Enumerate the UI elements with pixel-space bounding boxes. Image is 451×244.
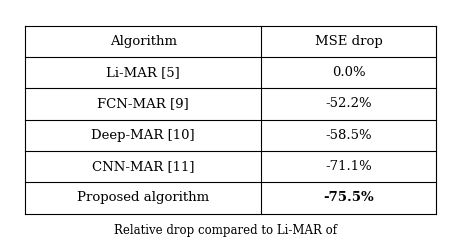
Text: Deep-MAR [10]: Deep-MAR [10]	[91, 129, 194, 142]
Text: -71.1%: -71.1%	[325, 160, 371, 173]
Text: -52.2%: -52.2%	[325, 97, 371, 110]
Text: 0.0%: 0.0%	[331, 66, 365, 79]
Text: Li-MAR [5]: Li-MAR [5]	[106, 66, 179, 79]
Text: Relative drop compared to Li-MAR of: Relative drop compared to Li-MAR of	[114, 224, 337, 237]
Text: FCN-MAR [9]: FCN-MAR [9]	[97, 97, 189, 110]
Text: Algorithm: Algorithm	[110, 35, 176, 48]
Text: Proposed algorithm: Proposed algorithm	[77, 191, 209, 204]
Text: MSE drop: MSE drop	[314, 35, 382, 48]
Text: -75.5%: -75.5%	[322, 191, 373, 204]
Text: -58.5%: -58.5%	[325, 129, 371, 142]
Text: CNN-MAR [11]: CNN-MAR [11]	[92, 160, 194, 173]
